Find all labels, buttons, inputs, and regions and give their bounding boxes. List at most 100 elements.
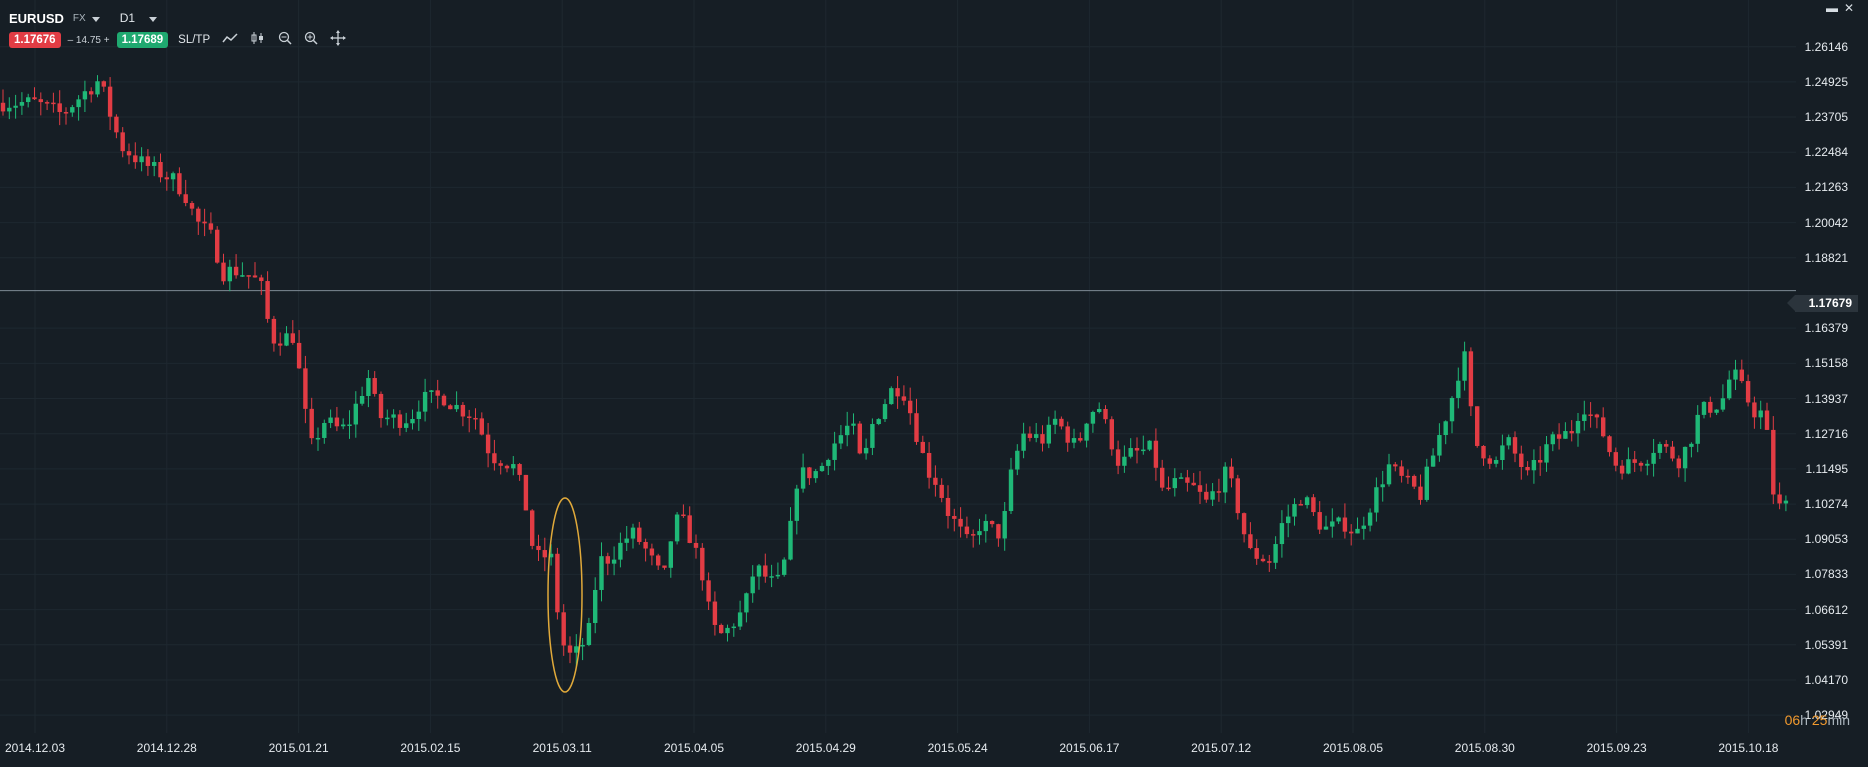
candle-up <box>1015 450 1020 470</box>
zoom-out-icon[interactable] <box>278 31 292 50</box>
candle-down <box>1412 475 1417 487</box>
candlestick-icon[interactable] <box>250 31 266 50</box>
candle-up <box>1783 500 1789 504</box>
candle-down <box>252 275 258 278</box>
buy-button[interactable]: 1.17689 <box>116 32 169 48</box>
candle-down <box>555 553 560 613</box>
candle-down <box>208 223 214 230</box>
candle-down <box>57 103 62 113</box>
candle-down <box>1166 487 1171 490</box>
candle-down <box>1109 419 1114 450</box>
candle-down <box>1487 458 1492 464</box>
candle-up <box>359 396 365 404</box>
candle-up <box>391 414 396 418</box>
candle-down <box>290 333 295 343</box>
candle-down <box>895 388 900 397</box>
candle-up <box>731 626 736 629</box>
candle-up <box>1330 521 1335 527</box>
candle-down <box>1664 444 1669 447</box>
candle-up <box>630 527 636 539</box>
candle-up <box>668 541 673 568</box>
candle-up <box>7 107 12 112</box>
candle-down <box>1311 497 1316 513</box>
candle-up <box>1720 398 1726 410</box>
candle-down <box>1771 429 1776 495</box>
y-tick-label: 1.15158 <box>1804 356 1848 371</box>
x-tick-label: 2015.03.11 <box>532 741 592 755</box>
candle-down <box>1103 409 1108 420</box>
line-chart-icon[interactable] <box>222 31 238 49</box>
candle-down <box>44 102 50 104</box>
sltp-button[interactable]: SL/TP <box>178 34 211 46</box>
x-tick-label: 2015.09.23 <box>1586 741 1647 755</box>
timeframe-label[interactable]: D1 <box>119 11 136 25</box>
maximize-icon[interactable]: ▬ <box>1825 1 1838 15</box>
spread-plus[interactable]: + <box>103 34 110 46</box>
candle-up <box>876 419 881 425</box>
candle-up <box>756 565 762 577</box>
spread-minus[interactable]: – <box>67 34 74 46</box>
candle-down <box>334 417 340 427</box>
candle-up <box>19 102 25 106</box>
x-tick-label: 2015.01.21 <box>268 741 329 755</box>
close-icon[interactable]: ✕ <box>1843 1 1854 15</box>
candle-down <box>1538 460 1543 463</box>
candle-down <box>485 434 491 454</box>
candle-down <box>996 524 1001 539</box>
candle-down <box>712 601 718 625</box>
candle-down <box>1588 414 1593 416</box>
candle-up <box>70 107 75 113</box>
candle-up <box>1286 516 1291 524</box>
candle-down <box>517 464 522 475</box>
candles <box>0 75 1789 667</box>
chart-grid <box>0 0 1796 733</box>
market-dropdown-icon[interactable] <box>91 16 100 22</box>
candle-down <box>926 452 932 478</box>
candle-down <box>656 555 661 566</box>
candle-down <box>1204 491 1209 500</box>
candle-up <box>1223 466 1228 493</box>
candle-up <box>385 417 390 420</box>
sell-button[interactable]: 1.17676 <box>9 32 61 48</box>
candle-down <box>1134 448 1140 451</box>
symbol-bar: EURUSD FX D1 <box>9 8 158 28</box>
candle-down <box>1405 475 1411 478</box>
candle-down <box>133 155 138 163</box>
candle-up <box>429 390 434 392</box>
candle-down <box>0 102 6 112</box>
candle-down <box>1638 462 1644 466</box>
candle-down <box>114 116 119 133</box>
candle-down <box>1241 513 1247 535</box>
x-tick-label: 2015.06.17 <box>1059 741 1120 755</box>
timeframe-dropdown-icon[interactable] <box>149 16 158 22</box>
candle-up <box>13 105 18 108</box>
crosshair-icon[interactable] <box>330 29 347 51</box>
y-tick-label: 1.12716 <box>1804 426 1848 441</box>
candle-down <box>107 86 113 117</box>
candle-up <box>410 419 415 424</box>
candle-up <box>366 378 371 397</box>
candle-down <box>662 565 667 568</box>
zoom-in-icon[interactable] <box>304 31 318 50</box>
candle-down <box>952 515 957 519</box>
candle-down <box>681 514 686 517</box>
candle-up <box>1304 497 1310 506</box>
candle-up <box>813 471 818 479</box>
candle-down <box>1569 431 1574 434</box>
candle-up <box>1178 477 1184 479</box>
y-tick-label: 1.05391 <box>1804 637 1848 652</box>
candle-down <box>1512 437 1518 454</box>
candle-up <box>1002 511 1007 539</box>
candle-down <box>158 162 163 178</box>
candle-down <box>467 416 472 418</box>
x-tick-label: 2014.12.03 <box>4 741 66 755</box>
candle-down <box>196 208 201 222</box>
symbol-label[interactable]: EURUSD <box>9 10 64 26</box>
y-tick-label: 1.13937 <box>1804 391 1848 406</box>
market-label[interactable]: FX <box>72 12 86 24</box>
candle-up <box>750 576 755 594</box>
candle-up <box>851 423 856 426</box>
candle-up <box>794 488 799 521</box>
candle-up <box>674 514 680 542</box>
